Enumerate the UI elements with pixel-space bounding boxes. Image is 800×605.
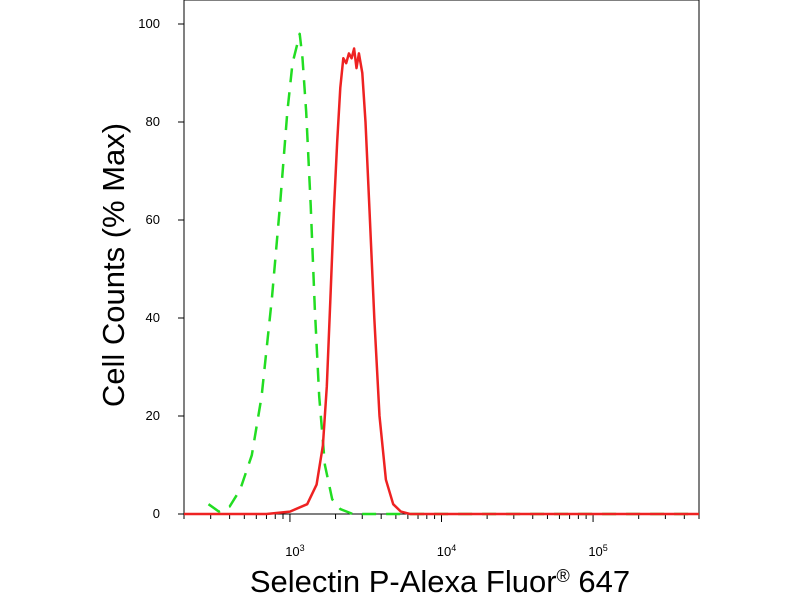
x-tick-exponent: 5 (603, 543, 608, 553)
series-group (184, 32, 699, 516)
x-axis-ticks: 103 104 105 (183, 514, 700, 559)
y-tick-label: 60 (146, 212, 160, 227)
series-line-1 (207, 32, 699, 516)
x-axis-title-main: Selectin P-Alexa Fluor (250, 564, 557, 599)
series-line-2 (184, 47, 699, 516)
x-tick-label: 105 (588, 543, 607, 559)
x-tick-base: 10 (588, 544, 602, 559)
y-tick-label: 0 (153, 506, 160, 521)
x-axis-title: Selectin P-Alexa Fluor® 647 (250, 564, 630, 599)
y-axis-ticks: 0 20 40 60 80 100 (138, 16, 184, 521)
x-tick-exponent: 3 (300, 543, 305, 553)
x-tick-base: 10 (285, 544, 299, 559)
x-tick-label: 103 (285, 543, 304, 559)
y-tick-label: 20 (146, 408, 160, 423)
x-tick-base: 10 (437, 544, 451, 559)
plot-frame (183, 0, 700, 515)
x-axis-title-superscript: ® (557, 566, 570, 586)
y-tick-label: 80 (146, 114, 160, 129)
x-tick-exponent: 4 (451, 543, 456, 553)
x-tick-label: 104 (437, 543, 456, 559)
y-tick-label: 100 (138, 16, 160, 31)
y-axis-title: Cell Counts (% Max) (96, 123, 131, 407)
y-tick-label: 40 (146, 310, 160, 325)
x-axis-title-suffix: 647 (570, 564, 630, 599)
